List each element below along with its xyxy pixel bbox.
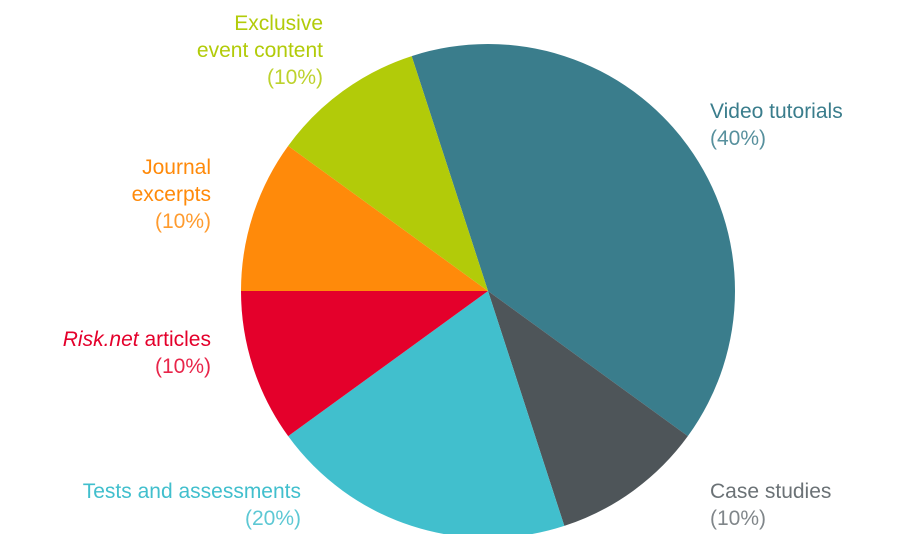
pie-slice-video-tutorials xyxy=(411,43,736,437)
label-text: Video tutorials xyxy=(710,100,843,123)
label-percent: (10%) xyxy=(154,355,211,378)
label-video-tutorials: Video tutorials (40%) xyxy=(710,98,843,152)
pie-slice-case-studies xyxy=(488,291,688,526)
label-percent: (20%) xyxy=(244,507,301,530)
label-text: Exclusive event content xyxy=(196,12,323,62)
label-text: Journal excerpts xyxy=(131,156,211,206)
label-risknet-articles: Risk.net articles (10%) xyxy=(63,326,211,380)
pie-slice-exclusive-event-content xyxy=(288,56,488,292)
label-exclusive-event-content: Exclusive event content (10%) xyxy=(183,10,323,91)
label-percent: (10%) xyxy=(710,507,767,530)
pie-slice-tests-and-assessments xyxy=(288,291,565,534)
label-tests-and-assessments: Tests and assessments (20%) xyxy=(83,478,301,532)
label-text: Case studies xyxy=(710,480,832,503)
label-percent: (40%) xyxy=(710,127,767,150)
label-text: articles xyxy=(144,328,211,351)
label-journal-excerpts: Journal excerpts (10%) xyxy=(61,154,211,235)
pie-slice-journal-excerpts xyxy=(241,145,488,291)
label-case-studies: Case studies (10%) xyxy=(710,478,831,532)
pie-slice-Risk.net-articles xyxy=(241,291,488,437)
label-percent: (10%) xyxy=(154,210,211,233)
label-text-italic: Risk.net xyxy=(62,328,139,351)
label-text: Tests and assessments xyxy=(82,480,301,503)
label-percent: (10%) xyxy=(266,66,323,89)
